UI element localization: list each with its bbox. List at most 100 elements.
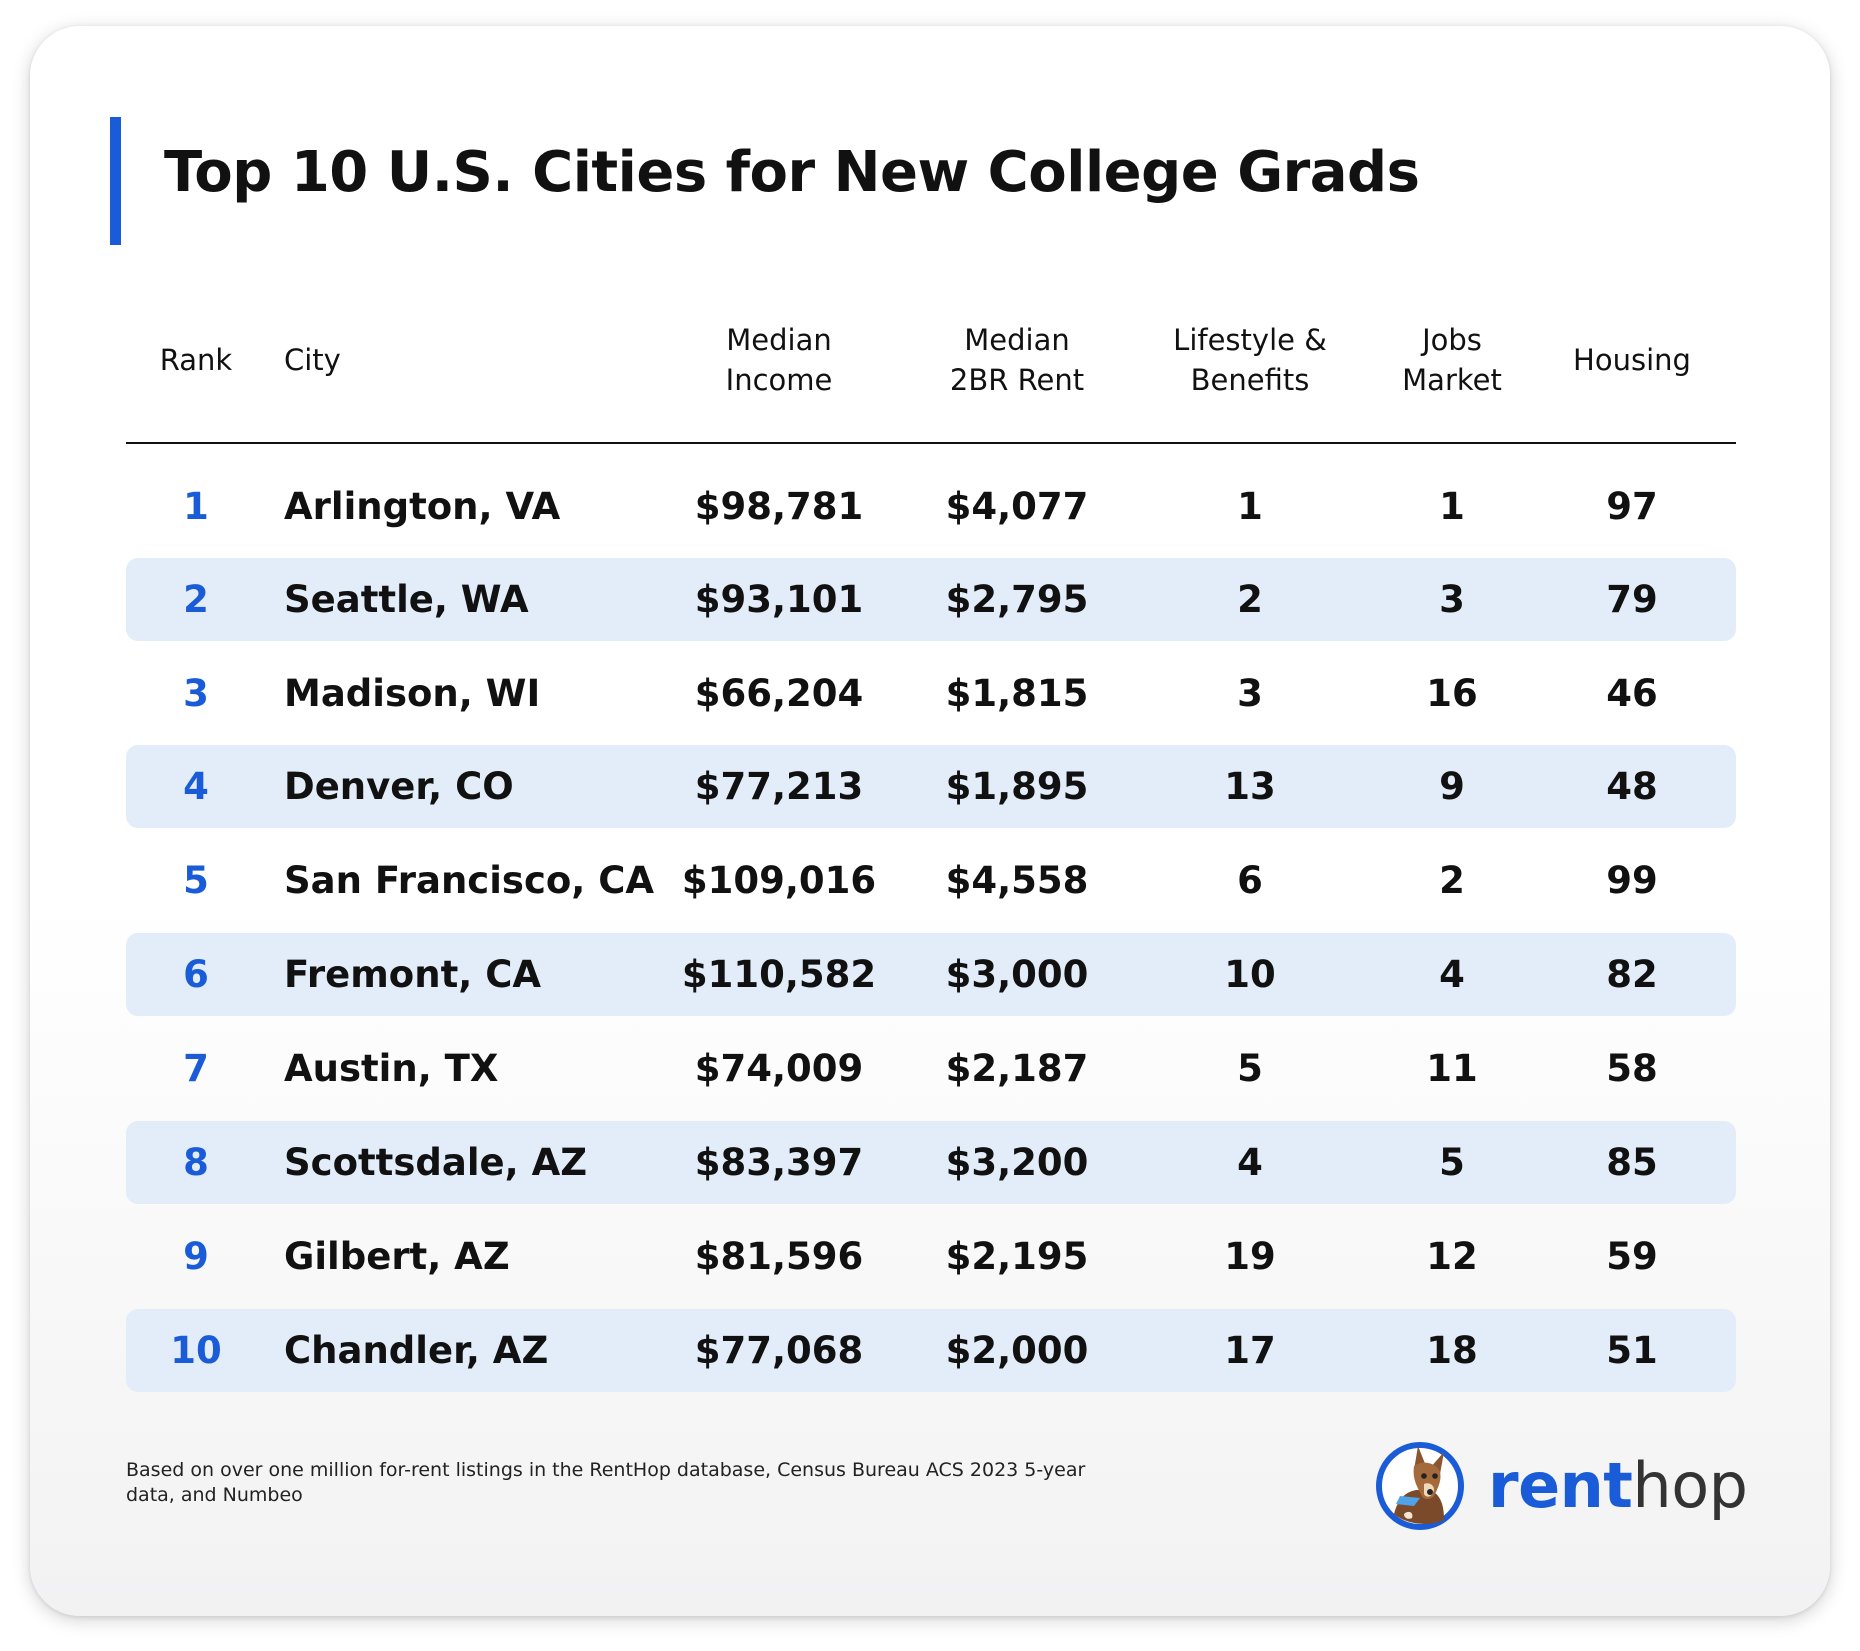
rank-cell: 6 bbox=[183, 953, 209, 996]
header-jobs-market: Jobs Market bbox=[1372, 310, 1532, 410]
jobs-cell: 9 bbox=[1439, 765, 1465, 808]
lifestyle-cell: 19 bbox=[1224, 1235, 1276, 1278]
jobs-cell: 2 bbox=[1439, 859, 1465, 902]
lifestyle-cell: 3 bbox=[1237, 672, 1263, 715]
header-city: City bbox=[284, 343, 341, 377]
table-row: 2 Seattle, WA $93,101 $2,795 2 3 79 bbox=[126, 558, 1736, 641]
source-footnote: Based on over one million for-rent listi… bbox=[126, 1459, 1086, 1506]
lifestyle-cell: 4 bbox=[1237, 1141, 1263, 1184]
lifestyle-cell: 13 bbox=[1224, 765, 1276, 808]
lifestyle-cell: 6 bbox=[1237, 859, 1263, 902]
rent-cell: $2,195 bbox=[945, 1235, 1089, 1278]
jobs-cell: 1 bbox=[1439, 485, 1465, 528]
housing-cell: 48 bbox=[1606, 765, 1658, 808]
header-rent-line2: 2BR Rent bbox=[949, 363, 1085, 397]
jobs-cell: 16 bbox=[1426, 672, 1478, 715]
city-cell: Madison, WI bbox=[284, 672, 541, 715]
income-cell: $98,781 bbox=[694, 485, 864, 528]
housing-cell: 85 bbox=[1606, 1141, 1658, 1184]
wordmark-hop: hop bbox=[1632, 1449, 1748, 1522]
jobs-cell: 12 bbox=[1426, 1235, 1478, 1278]
lifestyle-cell: 17 bbox=[1224, 1329, 1276, 1372]
city-cell: San Francisco, CA bbox=[284, 859, 655, 902]
header-median-rent: Median 2BR Rent bbox=[912, 310, 1122, 410]
header-jobs-line2: Market bbox=[1402, 363, 1502, 397]
housing-cell: 82 bbox=[1606, 953, 1658, 996]
rank-cell: 4 bbox=[183, 765, 209, 808]
rank-cell: 9 bbox=[183, 1235, 209, 1278]
income-cell: $109,016 bbox=[681, 859, 877, 902]
income-cell: $81,596 bbox=[694, 1235, 864, 1278]
city-cell: Chandler, AZ bbox=[284, 1329, 549, 1372]
income-cell: $66,204 bbox=[694, 672, 864, 715]
header-lifestyle-line2: Benefits bbox=[1190, 363, 1310, 397]
city-cell: Denver, CO bbox=[284, 765, 514, 808]
rank-cell: 5 bbox=[183, 859, 209, 902]
table-row: 4 Denver, CO $77,213 $1,895 13 9 48 bbox=[126, 745, 1736, 828]
housing-cell: 99 bbox=[1606, 859, 1658, 902]
income-cell: $74,009 bbox=[694, 1047, 864, 1090]
housing-cell: 79 bbox=[1606, 578, 1658, 621]
city-cell: Arlington, VA bbox=[284, 485, 561, 528]
jobs-cell: 18 bbox=[1426, 1329, 1478, 1372]
header-lifestyle-benefits: Lifestyle & Benefits bbox=[1150, 310, 1350, 410]
income-cell: $93,101 bbox=[694, 578, 864, 621]
housing-cell: 97 bbox=[1606, 485, 1658, 528]
housing-cell: 58 bbox=[1606, 1047, 1658, 1090]
table-row: 6 Fremont, CA $110,582 $3,000 10 4 82 bbox=[126, 933, 1736, 1016]
income-cell: $83,397 bbox=[694, 1141, 864, 1184]
jobs-cell: 4 bbox=[1439, 953, 1465, 996]
header-housing: Housing bbox=[1573, 343, 1691, 377]
header-lifestyle-line1: Lifestyle & bbox=[1173, 323, 1327, 357]
header-income-line1: Median bbox=[726, 323, 832, 357]
header-median-income: Median Income bbox=[674, 310, 884, 410]
lifestyle-cell: 5 bbox=[1237, 1047, 1263, 1090]
housing-cell: 51 bbox=[1606, 1329, 1658, 1372]
rank-cell: 3 bbox=[183, 672, 209, 715]
title-accent-bar bbox=[110, 117, 121, 245]
page-title: Top 10 U.S. Cities for New College Grads bbox=[164, 140, 1420, 205]
table-row: 1 Arlington, VA $98,781 $4,077 1 1 97 bbox=[126, 465, 1736, 548]
lifestyle-cell: 2 bbox=[1237, 578, 1263, 621]
housing-cell: 59 bbox=[1606, 1235, 1658, 1278]
city-cell: Fremont, CA bbox=[284, 953, 541, 996]
rent-cell: $3,000 bbox=[945, 953, 1089, 996]
rent-cell: $4,558 bbox=[945, 859, 1089, 902]
rent-cell: $2,187 bbox=[945, 1047, 1089, 1090]
rent-cell: $1,815 bbox=[945, 672, 1089, 715]
rank-cell: 1 bbox=[183, 485, 209, 528]
city-cell: Austin, TX bbox=[284, 1047, 499, 1090]
header-income-line2: Income bbox=[725, 363, 833, 397]
header-rank: Rank bbox=[159, 343, 233, 377]
city-cell: Seattle, WA bbox=[284, 578, 529, 621]
header-divider bbox=[126, 442, 1736, 444]
rent-cell: $4,077 bbox=[945, 485, 1089, 528]
table-row: 3 Madison, WI $66,204 $1,815 3 16 46 bbox=[126, 652, 1736, 735]
lifestyle-cell: 10 bbox=[1224, 953, 1276, 996]
rank-cell: 2 bbox=[183, 578, 209, 621]
rank-cell: 10 bbox=[170, 1329, 222, 1372]
table-row: 10 Chandler, AZ $77,068 $2,000 17 18 51 bbox=[126, 1309, 1736, 1392]
housing-cell: 46 bbox=[1606, 672, 1658, 715]
rank-cell: 7 bbox=[183, 1047, 209, 1090]
wordmark-rent: rent bbox=[1488, 1449, 1633, 1522]
income-cell: $77,213 bbox=[694, 765, 864, 808]
table-row: 9 Gilbert, AZ $81,596 $2,195 19 12 59 bbox=[126, 1215, 1736, 1298]
table-row: 7 Austin, TX $74,009 $2,187 5 11 58 bbox=[126, 1027, 1736, 1110]
income-cell: $77,068 bbox=[694, 1329, 864, 1372]
rent-cell: $1,895 bbox=[945, 765, 1089, 808]
jobs-cell: 5 bbox=[1439, 1141, 1465, 1184]
lifestyle-cell: 1 bbox=[1237, 485, 1263, 528]
renthop-wordmark: renthop bbox=[1488, 1450, 1748, 1522]
table-row: 8 Scottsdale, AZ $83,397 $3,200 4 5 85 bbox=[126, 1121, 1736, 1204]
table-row: 5 San Francisco, CA $109,016 $4,558 6 2 … bbox=[126, 839, 1736, 922]
city-cell: Scottsdale, AZ bbox=[284, 1141, 588, 1184]
rent-cell: $2,795 bbox=[945, 578, 1089, 621]
header-jobs-line1: Jobs bbox=[1422, 323, 1482, 357]
dog-mascot-icon bbox=[1374, 1440, 1466, 1532]
rent-cell: $3,200 bbox=[945, 1141, 1089, 1184]
rent-cell: $2,000 bbox=[945, 1329, 1089, 1372]
city-cell: Gilbert, AZ bbox=[284, 1235, 510, 1278]
rank-cell: 8 bbox=[183, 1141, 209, 1184]
jobs-cell: 3 bbox=[1439, 578, 1465, 621]
